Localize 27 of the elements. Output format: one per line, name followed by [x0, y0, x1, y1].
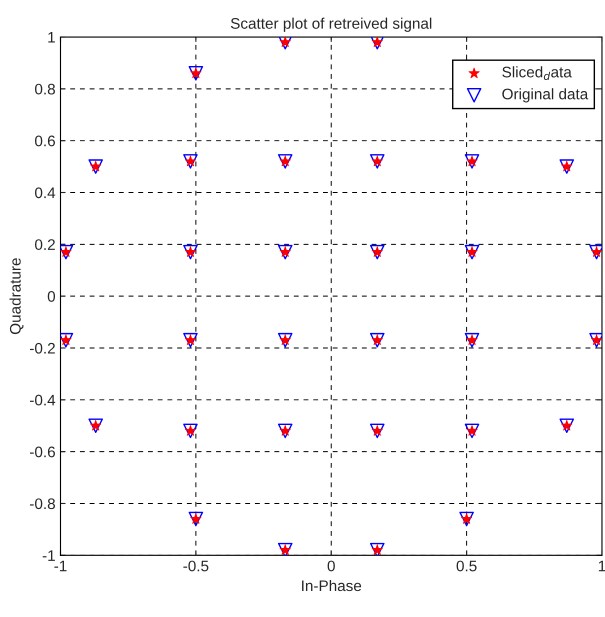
x-axis-title: In-Phase: [302, 580, 362, 592]
y-tick-label: -0.6: [30, 446, 55, 458]
y-tick-label: -0.2: [30, 342, 55, 354]
y-tick-label: 0: [48, 291, 56, 302]
y-tick-label: 0.6: [35, 136, 55, 146]
chart-title: Scatter plot of retreived signal: [230, 18, 432, 32]
y-tick-label: -0.8: [30, 498, 55, 510]
y-tick-label: 0.8: [35, 84, 55, 95]
legend-label: Original data: [502, 88, 588, 102]
y-tick-label: -1: [42, 550, 55, 561]
point: [370, 37, 385, 50]
point: [372, 37, 383, 47]
point: [278, 37, 292, 50]
y-tick-label: 0.2: [35, 239, 55, 250]
y-axis-title: Quadrature: [10, 258, 24, 334]
x-tick-label: 0: [328, 560, 335, 572]
y-tick-label: 0.4: [35, 187, 56, 198]
legend-label: Sliced$_{d}$ata: [502, 66, 572, 80]
x-tick-label: 1: [598, 560, 605, 572]
point: [559, 418, 574, 434]
y-tick-label: 1: [48, 32, 55, 43]
point: [280, 37, 291, 47]
point: [88, 418, 103, 434]
point: [561, 420, 572, 430]
x-tick-label: -0.5: [183, 560, 208, 572]
y-tick-label: -0.4: [30, 394, 56, 406]
x-tick-label: 0.5: [456, 560, 477, 572]
